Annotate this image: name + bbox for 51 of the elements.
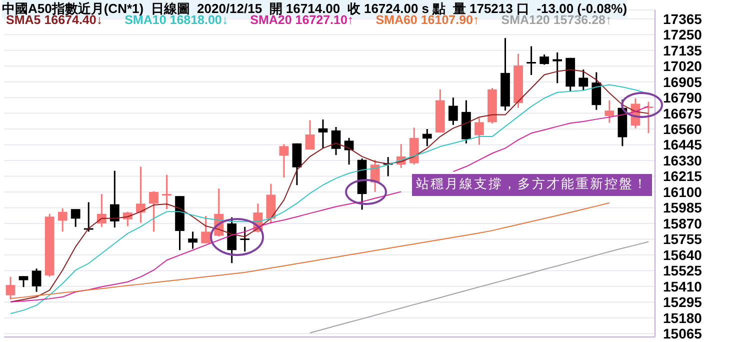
candlestick <box>604 100 614 124</box>
candlestick <box>448 96 458 126</box>
candlestick <box>592 72 602 111</box>
candlestick <box>201 215 210 244</box>
y-tick-label: 16790 <box>663 90 702 106</box>
y-tick-label: 15295 <box>663 294 702 310</box>
candlestick <box>331 126 341 156</box>
y-tick-label: 16100 <box>663 184 702 200</box>
y-tick-label: 15640 <box>663 246 702 263</box>
y-tick-label: 17135 <box>663 42 702 58</box>
y-tick-label: 15410 <box>663 278 702 294</box>
candlestick <box>188 230 198 250</box>
candlestick <box>32 268 42 293</box>
candlestick <box>318 118 328 149</box>
y-tick-label: 15985 <box>663 200 702 216</box>
y-tick-label: 15525 <box>663 262 702 279</box>
annotation: 站穩月線支撐，多方才能重新控盤！ <box>412 174 652 196</box>
candlestick <box>6 276 16 300</box>
y-tick-label: 16560 <box>663 121 702 138</box>
line-series <box>10 202 610 300</box>
y-tick-label: 17250 <box>663 26 702 43</box>
y-tick-label: 15180 <box>663 310 702 326</box>
candlestick <box>58 208 68 232</box>
candlestick <box>266 183 276 224</box>
candlestick <box>18 275 28 288</box>
candlestick <box>136 166 146 224</box>
y-tick-label: 15870 <box>663 215 702 232</box>
y-tick-label: 17020 <box>663 58 702 74</box>
candlestick <box>110 170 120 228</box>
y-tick-label: 16675 <box>663 105 702 122</box>
candlestick <box>292 142 302 186</box>
candlestick <box>305 119 315 150</box>
candlestick <box>162 174 172 210</box>
y-tick-label: 15755 <box>663 231 702 248</box>
line-series <box>309 241 649 334</box>
candlestick <box>279 143 289 178</box>
candlestick <box>240 226 250 252</box>
candlestick <box>578 68 588 91</box>
y-tick-label: 16445 <box>663 136 702 153</box>
candlestick <box>526 46 536 76</box>
y-tick-label: 17365 <box>663 10 702 27</box>
candlestick <box>70 208 80 228</box>
y-tick-label: 16330 <box>663 152 702 168</box>
candlestick <box>552 52 562 84</box>
candlestick <box>149 190 158 232</box>
candlestick <box>474 117 484 146</box>
candlestick <box>422 128 432 147</box>
candlestick <box>540 54 549 66</box>
y-tick-label: 15065 <box>663 326 702 342</box>
y-tick-label: 16905 <box>663 74 702 90</box>
y-tick-label: 16215 <box>663 168 702 184</box>
